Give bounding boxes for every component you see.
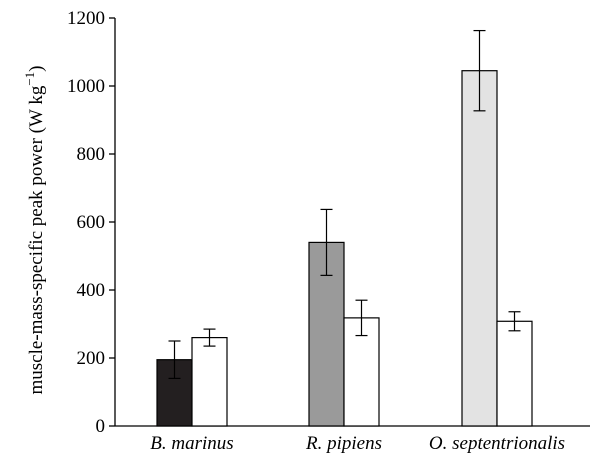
- x-category-label: O. septentrionalis: [429, 433, 565, 454]
- bar-series2: [496, 320, 533, 427]
- y-tick-label: 600: [77, 212, 106, 233]
- x-category-label: B. marinus: [150, 433, 233, 454]
- bar-series2: [191, 337, 228, 427]
- bar-series1: [461, 70, 498, 427]
- y-axis-title-text: muscle-mass-specific peak power (W kg−1): [22, 66, 47, 395]
- y-tick-label: 1000: [67, 76, 105, 97]
- plot-area: 0 200 400 600 800 1000 1200 B. marinus R. pipien…: [67, 8, 590, 454]
- y-tick-label: 200: [77, 348, 106, 369]
- y-tick-label: 400: [77, 280, 106, 301]
- y-axis-unit-superscript: −1: [22, 72, 37, 86]
- y-tick-label: 1200: [67, 8, 105, 29]
- y-axis-title: muscle-mass-specific peak power (W kg−1): [22, 66, 47, 395]
- y-tick-label: 0: [96, 416, 106, 437]
- y-tick-label: 800: [77, 144, 106, 165]
- x-category-label: R. pipiens: [305, 433, 382, 454]
